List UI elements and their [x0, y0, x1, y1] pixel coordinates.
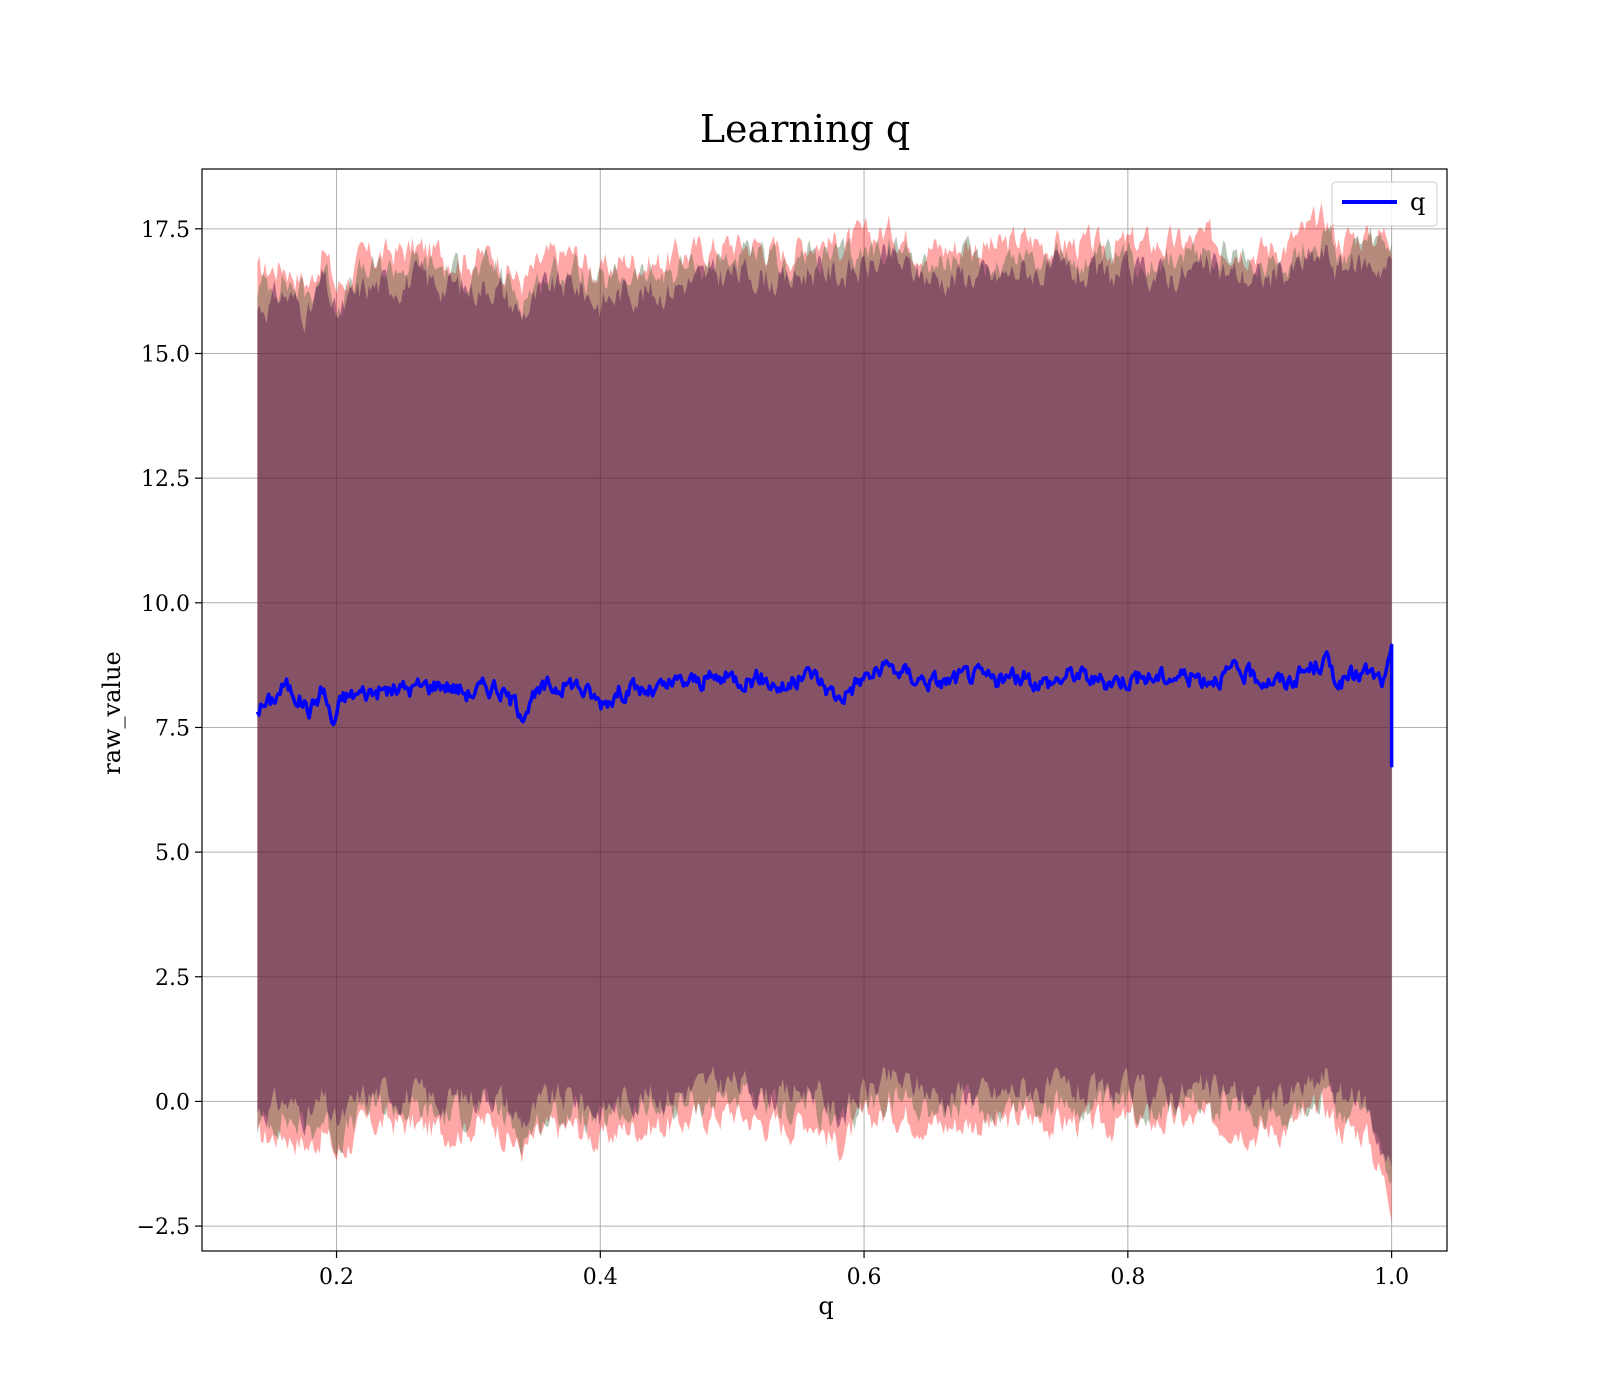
legend-label-q: q: [1410, 188, 1425, 216]
y-tick-label: 12.5: [141, 467, 190, 492]
confidence-band-1: [257, 202, 1392, 1222]
series-line-q: [255, 643, 1394, 768]
legend: q: [1331, 181, 1438, 227]
y-axis-label: raw_value: [98, 651, 126, 775]
chart-title: Learning q: [700, 107, 910, 151]
x-tick-label: 1.0: [1374, 1265, 1409, 1290]
axes-frame: [201, 168, 1448, 1252]
y-tick-label: 10.0: [141, 592, 190, 617]
x-tick-label: 0.8: [1110, 1265, 1145, 1290]
y-tick-label: 2.5: [155, 966, 190, 991]
y-tick-label: 17.5: [141, 218, 190, 243]
confidence-band-3: [257, 244, 1392, 1167]
plot-area: 0.2 0.4 0.6 0.8 1.0 −2.5 0.0 2.5 5.0 7.5 10.0 12.5 1…: [137, 168, 1448, 1290]
x-axis-label: q: [818, 1292, 833, 1320]
axes-background: [202, 169, 1447, 1251]
y-tick-label: 0.0: [155, 1090, 190, 1115]
confidence-band-2: [257, 224, 1392, 1185]
y-tick-label: 5.0: [155, 841, 190, 866]
y-tick-label: −2.5: [137, 1215, 190, 1240]
x-tick-label: 0.6: [847, 1265, 882, 1290]
y-tick-label: 7.5: [155, 716, 190, 741]
y-tick-label: 15.0: [141, 342, 190, 367]
x-tick-label: 0.2: [319, 1265, 354, 1290]
x-tick-label: 0.4: [583, 1265, 618, 1290]
